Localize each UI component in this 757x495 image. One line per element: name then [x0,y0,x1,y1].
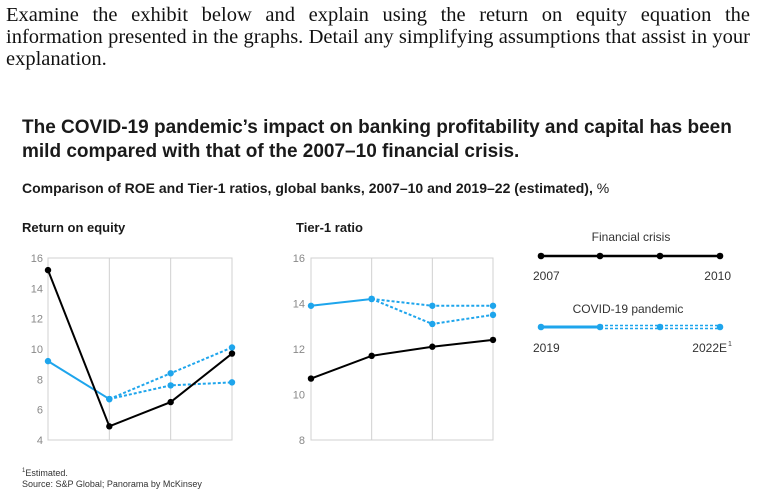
roe-series-line [47,269,233,428]
legend-covid-end: 2022E [692,341,727,355]
roe-data-point [106,423,113,430]
tier1-series-line [310,297,372,307]
tier1-series-line [310,338,494,380]
question-text: Examine the exhibit below and explain us… [6,4,750,70]
legend-crisis-title: Financial crisis [592,230,671,244]
roe-y-tick-label: 6 [37,405,43,417]
footnote-marker: 1 [22,468,26,474]
tier1-y-tick-label: 10 [293,390,305,402]
tier1-data-point [489,311,497,319]
legend-covid-start: 2019 [533,341,560,355]
roe-y-tick-label: 14 [31,283,43,295]
tier1-data-point [368,352,375,360]
tier1-data-point [368,295,375,303]
subtitle-unit: % [596,180,610,196]
tier1-data-point [429,343,436,350]
roe-data-point [106,395,113,403]
roe-data-point [44,266,52,274]
tier1-grid-frame [310,257,494,441]
roe-data-point [167,370,174,377]
footnote-source: Source: S&P Global; Panorama by McKinsey [22,479,202,489]
roe-y-tick-label: 4 [37,435,43,447]
tier1-data-point [489,302,497,309]
legend-covid-point [537,323,545,331]
legend-covid-end-marker: 1 [728,341,732,348]
tier1-data-point [307,375,315,382]
legend-covid-point [596,323,604,331]
legend-crisis-point [596,252,604,260]
roe-data-point [167,382,174,389]
tier1-data-point [307,302,315,309]
tier1-chart-title: Tier-1 ratio [296,220,363,235]
roe-series-line [47,360,110,400]
exhibit-subtitle: Comparison of ROE and Tier-1 ratios, glo… [22,180,609,196]
roe-data-point [228,344,236,351]
legend-crisis-point [656,252,664,260]
legend-crisis-point [537,252,545,260]
tier1-y-tick-label: 12 [293,344,305,356]
legend-covid-title: COVID-19 pandemic [573,302,684,316]
roe-y-tick-label: 8 [37,374,43,386]
legend-crisis-start: 2007 [533,269,560,283]
roe-y-tick-label: 16 [31,253,43,265]
tier1-data-point [429,320,436,328]
legend-crisis-point [716,252,724,260]
tier1-y-tick-label: 14 [293,299,305,311]
roe-data-point [167,398,174,406]
legend-crisis-end: 2010 [704,269,731,283]
tier1-data-point [489,336,497,344]
roe-chart-title: Return on equity [22,220,126,235]
subtitle-text: Comparison of ROE and Tier-1 ratios, glo… [22,180,593,196]
roe-grid-frame [47,257,233,441]
footnote-estimated: Estimated. [25,468,68,478]
tier1-y-tick-label: 8 [299,435,305,447]
roe-y-tick-label: 10 [31,344,43,356]
roe-data-point [228,350,236,357]
tier1-y-tick-label: 16 [293,253,305,265]
footnote: 1Estimated. Source: S&P Global; Panorama… [22,466,202,490]
tier1-data-point [429,302,436,309]
exhibit-headline: The COVID-19 pandemic’s impact on bankin… [22,117,732,162]
roe-data-point [44,357,52,365]
legend-covid-point [656,323,664,331]
legend-covid-point [716,323,724,331]
roe-y-tick-label: 12 [31,314,43,326]
roe-data-point [228,379,236,386]
